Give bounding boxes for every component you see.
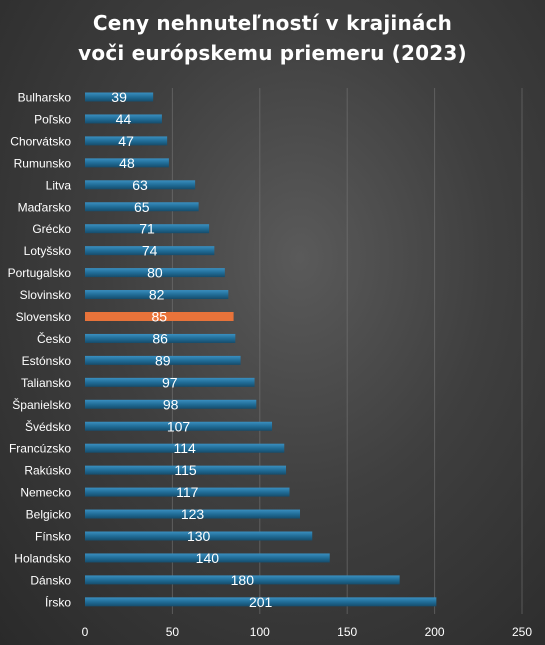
bar bbox=[85, 421, 273, 431]
x-tick-label: 0 bbox=[82, 625, 89, 639]
category-label: Írsko bbox=[45, 594, 71, 609]
category-label: Rumunsko bbox=[14, 156, 72, 170]
category-label: Bulharsko bbox=[18, 91, 72, 105]
bar bbox=[85, 136, 168, 146]
value-label: 85 bbox=[152, 309, 168, 325]
value-label: 74 bbox=[142, 243, 158, 259]
category-label: Dánsko bbox=[30, 573, 71, 587]
bar bbox=[85, 202, 199, 212]
bar bbox=[85, 180, 196, 190]
bar bbox=[85, 597, 437, 607]
category-label: Poľsko bbox=[34, 112, 71, 126]
bar bbox=[85, 246, 215, 256]
category-label: Grécko bbox=[32, 222, 71, 236]
value-label: 71 bbox=[139, 221, 155, 237]
category-label: Estónsko bbox=[22, 354, 72, 368]
category-label: Fínsko bbox=[35, 530, 71, 544]
bar bbox=[85, 290, 229, 300]
value-label: 48 bbox=[119, 155, 135, 171]
bar bbox=[85, 158, 169, 168]
bar bbox=[85, 114, 162, 124]
chart-title-line-1: Ceny nehnuteľností v krajinách bbox=[92, 11, 453, 35]
category-label: Maďarsko bbox=[18, 200, 72, 214]
chart-title: Ceny nehnuteľností v krajinách voči euró… bbox=[0, 8, 545, 68]
category-label: Slovinsko bbox=[20, 288, 72, 302]
value-label: 47 bbox=[118, 133, 134, 149]
bar bbox=[85, 509, 301, 519]
category-label: Rakúsko bbox=[24, 464, 71, 478]
category-label: Španielsko bbox=[12, 397, 71, 412]
bar bbox=[85, 575, 400, 585]
value-label: 98 bbox=[163, 396, 179, 412]
value-label: 107 bbox=[167, 418, 191, 434]
bar bbox=[85, 465, 287, 475]
grid-layer bbox=[171, 88, 523, 614]
category-label: Taliansko bbox=[21, 376, 71, 390]
category-label: Belgicko bbox=[26, 508, 72, 522]
category-label: Litva bbox=[46, 178, 72, 192]
value-label: 201 bbox=[249, 594, 273, 610]
bar bbox=[85, 224, 210, 234]
bar bbox=[85, 377, 255, 387]
bar-layer bbox=[85, 92, 437, 607]
bar bbox=[85, 443, 285, 453]
category-label: Francúzsko bbox=[9, 442, 71, 456]
bar bbox=[85, 333, 236, 343]
x-tick-label: 50 bbox=[166, 625, 180, 639]
category-label: Slovensko bbox=[16, 310, 72, 324]
value-label: 80 bbox=[147, 265, 163, 281]
category-label: Chorvátsko bbox=[10, 134, 71, 148]
chart-title-line-2: voči európskemu priemeru (2023) bbox=[78, 41, 467, 65]
bar bbox=[85, 268, 225, 278]
value-label: 117 bbox=[176, 484, 199, 500]
category-label: Lotyšsko bbox=[24, 244, 72, 258]
value-label: 89 bbox=[155, 352, 171, 368]
value-label: 82 bbox=[149, 287, 165, 303]
x-tick-label: 250 bbox=[512, 625, 532, 639]
category-label: Česko bbox=[37, 331, 71, 346]
label-layer: Bulharsko 39 Poľsko 44 Chorvátsko 47 Rumunsko 4… bbox=[8, 89, 273, 610]
bar bbox=[85, 487, 290, 497]
value-label: 39 bbox=[111, 89, 127, 105]
value-label: 180 bbox=[231, 572, 255, 588]
bar bbox=[85, 355, 241, 365]
value-label: 115 bbox=[174, 462, 197, 478]
x-tick-label: 100 bbox=[250, 625, 270, 639]
value-label: 63 bbox=[132, 177, 148, 193]
category-label: Holandsko bbox=[14, 551, 71, 565]
category-label: Portugalsko bbox=[8, 266, 72, 280]
value-label: 123 bbox=[181, 506, 205, 522]
x-axis-ticks: 0 50 100 150 200 250 bbox=[82, 625, 533, 639]
x-tick-label: 200 bbox=[425, 625, 445, 639]
bar-highlight bbox=[85, 312, 234, 321]
category-label: Švédsko bbox=[25, 419, 71, 434]
value-label: 140 bbox=[196, 550, 220, 566]
x-tick-label: 150 bbox=[337, 625, 357, 639]
value-label: 65 bbox=[134, 199, 150, 215]
bar bbox=[85, 553, 330, 563]
value-label: 114 bbox=[173, 440, 196, 456]
bar bbox=[85, 399, 257, 409]
value-label: 97 bbox=[162, 374, 178, 390]
bar bbox=[85, 92, 154, 102]
value-label: 44 bbox=[116, 111, 132, 127]
value-label: 130 bbox=[187, 528, 211, 544]
bar bbox=[85, 531, 313, 541]
value-label: 86 bbox=[152, 330, 168, 346]
category-label: Nemecko bbox=[20, 486, 71, 500]
